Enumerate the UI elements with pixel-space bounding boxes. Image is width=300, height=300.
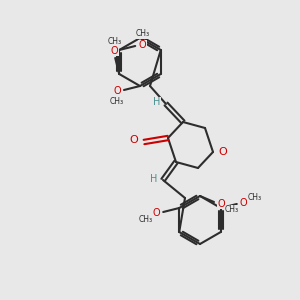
Text: O: O [240,198,247,208]
Text: CH₃: CH₃ [138,215,152,224]
Text: O: O [113,86,121,96]
Text: H: H [150,174,158,184]
Text: O: O [152,208,160,218]
Text: O: O [138,40,146,50]
Text: O: O [217,199,225,209]
Text: CH₃: CH₃ [248,193,262,202]
Text: O: O [130,135,138,145]
Text: O: O [219,147,227,157]
Text: CH₃: CH₃ [135,29,149,38]
Text: CH₃: CH₃ [110,98,124,106]
Text: H: H [153,97,161,107]
Text: CH₃: CH₃ [107,37,121,46]
Text: CH₃: CH₃ [225,206,239,214]
Text: O: O [110,46,118,56]
